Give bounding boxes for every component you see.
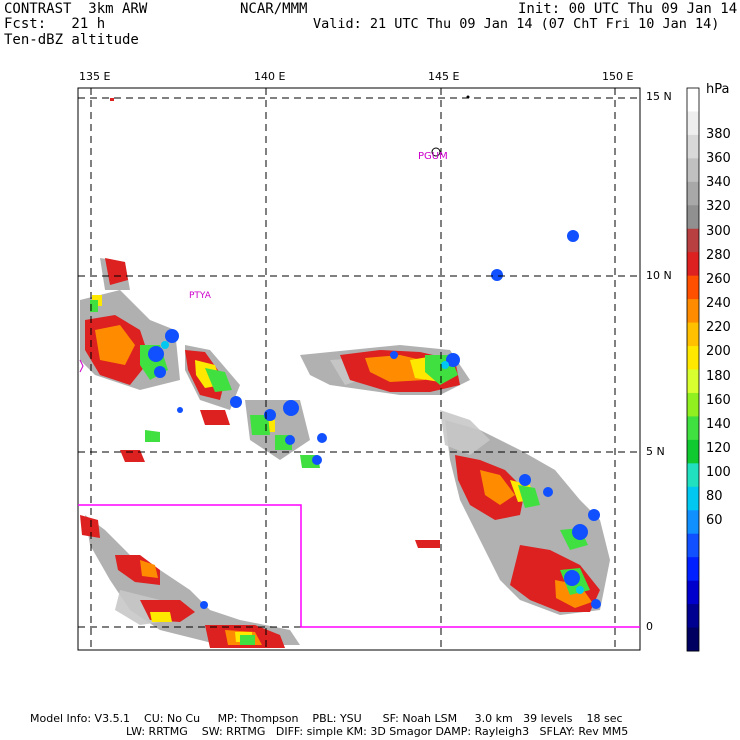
colorbar-level-label: 360 <box>706 151 731 167</box>
reflectivity-field <box>80 230 610 648</box>
colorbar-level-label: 120 <box>706 440 731 456</box>
colorbar-swatch <box>687 463 699 488</box>
lon-label-150: 150 E <box>602 70 634 83</box>
colorbar-swatch <box>687 486 699 511</box>
lat-label-5n: 5 N <box>646 445 665 458</box>
colorbar-swatch <box>687 88 699 112</box>
colorbar-swatch <box>687 392 699 417</box>
colorbar-swatch <box>687 134 699 159</box>
forecast-hour: Fcst: 21 h <box>4 16 106 32</box>
station-label-pgum: PGUM <box>418 151 448 162</box>
colorbar-swatch <box>687 322 699 347</box>
colorbar-level-label: 320 <box>706 199 731 215</box>
lat-label-15n: 15 N <box>646 90 672 103</box>
colorbar-level-label: 160 <box>706 392 731 408</box>
lat-label-0: 0 <box>646 620 653 633</box>
colorbar-level-label: 380 <box>706 127 731 142</box>
colorbar-level-label: 180 <box>706 368 731 384</box>
colorbar-swatch <box>687 580 699 605</box>
colorbar-level-label: 140 <box>706 416 731 432</box>
colorbar-level-label: 260 <box>706 271 731 287</box>
colorbar-swatch <box>687 604 699 629</box>
colorbar-swatch <box>687 416 699 441</box>
colorbar-swatch <box>687 205 699 230</box>
colorbar-swatch <box>687 111 699 136</box>
model-title: CONTRAST 3km ARW <box>4 1 148 17</box>
field-name: Ten-dBZ altitude <box>4 32 139 48</box>
colorbar-swatch <box>687 627 699 652</box>
colorbar-level-label: 300 <box>706 223 731 239</box>
colorbar-swatch <box>687 299 699 324</box>
colorbar-unit: hPa <box>706 82 730 97</box>
colorbar-level-label: 220 <box>706 320 731 336</box>
map-frame <box>77 87 641 651</box>
colorbar-swatch <box>687 533 699 558</box>
colorbar-border <box>686 87 700 652</box>
colorbar-level-label: 340 <box>706 175 731 191</box>
colorbar-level-label: 80 <box>706 489 723 505</box>
lat-label-10n: 10 N <box>646 269 672 282</box>
station-markers <box>79 95 470 373</box>
colorbar-swatch <box>687 510 699 535</box>
lon-label-135: 135 E <box>79 70 111 83</box>
model-info-line2: LW: RRTMG SW: RRTMG DIFF: simple KM: 3D … <box>126 725 629 738</box>
colorbar-swatch <box>687 252 699 277</box>
colorbar-level-label: 200 <box>706 344 731 360</box>
colorbar <box>686 87 700 652</box>
colorbar-swatch <box>687 439 699 464</box>
inner-domain-box <box>78 504 640 628</box>
colorbar-level-label: 60 <box>706 513 723 529</box>
valid-time: Valid: 21 UTC Thu 09 Jan 14 (07 ChT Fri … <box>313 16 720 32</box>
colorbar-swatch <box>687 158 699 183</box>
init-time: Init: 00 UTC Thu 09 Jan 14 <box>518 1 738 17</box>
colorbar-level-label: 240 <box>706 296 731 312</box>
lon-label-140: 140 E <box>254 70 286 83</box>
colorbar-swatch <box>687 275 699 300</box>
colorbar-swatch <box>687 346 699 370</box>
colorbar-level-label: 280 <box>706 247 731 263</box>
station-label-ptya: PTYA <box>189 291 211 301</box>
colorbar-level-label: 100 <box>706 465 731 481</box>
lon-label-145: 145 E <box>428 70 460 83</box>
colorbar-swatch <box>687 557 699 582</box>
colorbar-swatch <box>687 369 699 394</box>
model-info-line1: Model Info: V3.5.1 CU: No Cu MP: Thompso… <box>30 712 623 725</box>
institution: NCAR/MMM <box>240 1 308 17</box>
colorbar-swatch <box>687 181 699 206</box>
colorbar-swatch <box>687 228 699 253</box>
